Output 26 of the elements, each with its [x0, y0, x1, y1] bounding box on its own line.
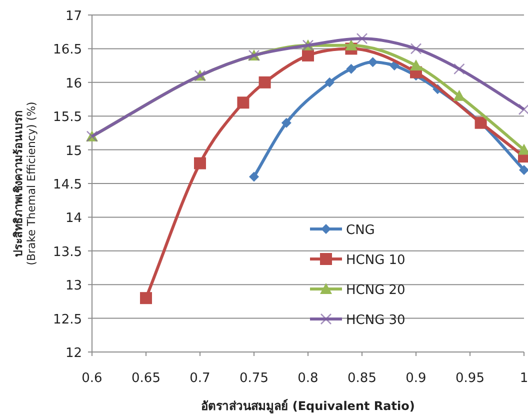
- y-tick-label: 14.5: [53, 178, 82, 192]
- x-tick-label: 0.7: [190, 371, 210, 386]
- x-tick-label: 0.75: [240, 371, 268, 386]
- legend-label: CNG: [346, 223, 375, 238]
- y-tick-label: 12: [65, 346, 82, 361]
- y-tick-label: 15.5: [53, 110, 82, 126]
- x-tick-label: 1: [520, 371, 528, 386]
- x-tick-label: 0.9: [406, 371, 426, 386]
- x-tick-label: 0.85: [348, 371, 376, 386]
- x-tick-label: 0.65: [132, 371, 160, 386]
- legend-label: HCNG 20: [346, 283, 406, 298]
- y-tick-label: 13: [65, 278, 82, 294]
- y-tick-label: 16.5: [53, 42, 82, 58]
- y-tick-label: 17: [65, 9, 82, 24]
- legend-label: HCNG 30: [346, 313, 406, 328]
- x-tick-label: 0.8: [298, 371, 318, 386]
- y-axis-title: ประสิทธิภาพเชิงความร้อนเบรก (Brake Themal Efficiency) (%): [12, 102, 38, 266]
- y-tick-label: 13.5: [53, 244, 82, 260]
- y-tick-label: 16: [65, 76, 82, 92]
- x-tick-label: 0.6: [82, 371, 102, 386]
- x-axis-title: อัตราส่วนสมมูลย์ (Equivalent Ratio): [201, 399, 415, 414]
- y-tick-label: 12.5: [53, 312, 82, 328]
- x-tick-label: 0.95: [456, 371, 484, 386]
- y-tick-label: 15: [65, 144, 82, 159]
- y-tick-label: 14: [65, 211, 82, 226]
- legend-label: HCNG 10: [346, 253, 406, 268]
